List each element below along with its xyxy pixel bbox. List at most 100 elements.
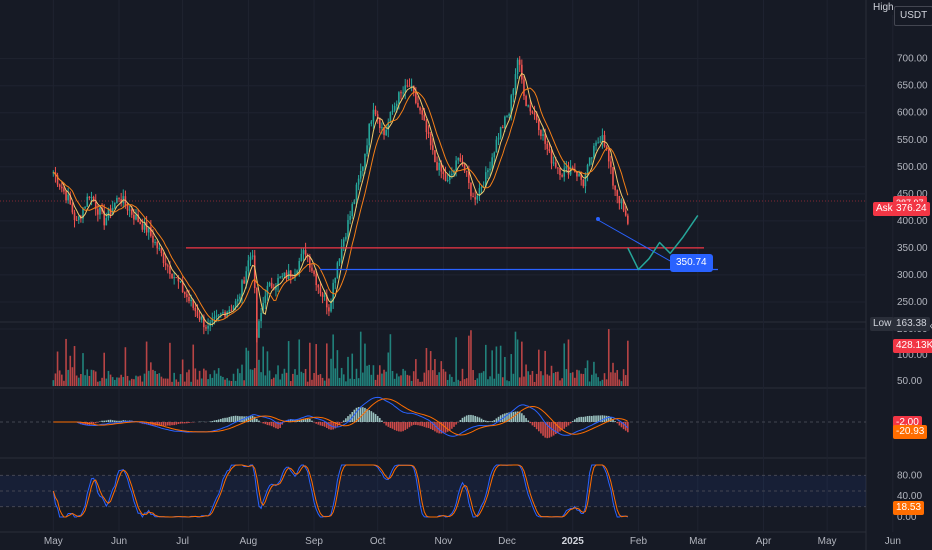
macd-histogram-bar <box>228 416 231 422</box>
price-tick-label: 500.00 <box>897 162 928 173</box>
volume-bar <box>376 374 379 386</box>
volume-bar <box>586 360 589 386</box>
candle-body <box>220 313 222 315</box>
volume-bar <box>453 381 455 386</box>
macd-histogram-bar <box>569 422 572 424</box>
volume-bar <box>342 374 345 386</box>
candle-body <box>591 157 593 159</box>
volume-bar <box>323 380 326 386</box>
candle-body <box>300 253 303 261</box>
candle-body <box>342 239 345 247</box>
macd-histogram-bar <box>209 421 211 422</box>
volume-bar <box>181 359 184 386</box>
volume-bar <box>141 381 144 386</box>
stoch-d-line <box>52 464 628 518</box>
volume-bar <box>266 351 269 386</box>
price-tick-label: 250.00 <box>897 297 928 308</box>
candle-body <box>391 110 394 112</box>
candle-body <box>279 276 281 278</box>
macd-histogram-bar <box>217 419 220 422</box>
volume-bar <box>77 377 80 386</box>
volume-bar <box>105 378 108 386</box>
stoch-tick-label: 40.00 <box>897 491 922 502</box>
volume-bar <box>251 369 254 386</box>
volume-bar <box>442 369 445 386</box>
time-tick-label: Dec <box>498 536 516 547</box>
volume-bar <box>620 381 623 386</box>
macd-histogram-bar <box>442 422 445 434</box>
macd-histogram-bar <box>410 422 413 426</box>
macd-histogram-bar <box>383 422 385 424</box>
macd-histogram-bar <box>482 419 485 422</box>
candle-body <box>317 285 320 288</box>
macd-histogram-bar <box>474 415 476 422</box>
volume-bar <box>465 378 468 386</box>
ask-label: Ask <box>873 202 896 216</box>
macd-histogram-bar <box>101 420 103 422</box>
macd-histogram-bar <box>455 422 457 425</box>
volume-tick-label: 100.00 <box>897 350 928 361</box>
macd-histogram-bar <box>523 415 525 422</box>
volume-bar <box>162 378 165 386</box>
macd-histogram-bar <box>476 416 479 422</box>
candle-body <box>474 197 476 200</box>
macd-histogram-bar <box>574 419 576 422</box>
volume-bar <box>546 374 549 386</box>
candle-body <box>512 89 515 96</box>
macd-histogram-bar <box>601 415 604 422</box>
candle-body <box>395 103 398 107</box>
volume-bar <box>538 349 540 386</box>
volume-bar <box>207 379 209 386</box>
volume-bar <box>514 331 517 386</box>
macd-line <box>53 396 629 437</box>
price-tick-label: 550.00 <box>897 135 928 146</box>
volume-bar <box>194 368 197 386</box>
macd-histogram-bar <box>404 422 407 431</box>
macd-histogram-bar <box>567 422 570 426</box>
macd-histogram-bar <box>516 411 519 422</box>
candle-body <box>130 209 133 215</box>
candle-body <box>326 295 328 308</box>
volume-bar <box>164 378 167 386</box>
macd-histogram-bar <box>389 422 392 428</box>
macd-histogram-bar <box>236 415 239 422</box>
macd-histogram-bar <box>256 418 258 422</box>
candle-body <box>538 120 540 131</box>
volume-bar <box>321 377 324 386</box>
candle-body <box>501 127 504 129</box>
volume-bar <box>298 339 301 386</box>
volume-bar <box>215 373 218 386</box>
macd-histogram-bar <box>372 412 375 422</box>
candle-body <box>563 168 566 177</box>
candle-body <box>379 118 381 129</box>
candle-body <box>489 168 491 171</box>
volume-bar <box>249 369 252 386</box>
currency-button[interactable]: USDT <box>894 6 932 26</box>
macd-histogram-bar <box>270 422 273 427</box>
candle-body <box>137 214 139 222</box>
volume-bar <box>130 378 133 386</box>
candle-body <box>186 294 188 297</box>
volume-bar <box>120 374 122 386</box>
macd-histogram-bar <box>359 406 362 422</box>
volume-bar <box>506 380 508 386</box>
volume-bar <box>205 370 207 386</box>
volume-bar <box>133 379 135 386</box>
candle-body <box>203 316 205 328</box>
candle-body <box>205 327 207 329</box>
macd-histogram-bar <box>336 422 339 427</box>
macd-histogram-bar <box>171 422 173 426</box>
macd-histogram-bar <box>440 422 443 434</box>
macd-histogram-bar <box>345 418 347 422</box>
volume-bar <box>476 378 479 386</box>
volume-bar <box>328 378 330 386</box>
volume-bar <box>489 376 491 386</box>
candle-body <box>374 109 377 115</box>
price-tick-label: 300.00 <box>897 270 928 281</box>
stoch-tick-label: 0.00 <box>897 512 917 523</box>
candle-body <box>582 179 585 187</box>
volume-bar <box>279 379 281 386</box>
volume-bar <box>147 370 150 386</box>
volume-bar <box>217 368 220 386</box>
